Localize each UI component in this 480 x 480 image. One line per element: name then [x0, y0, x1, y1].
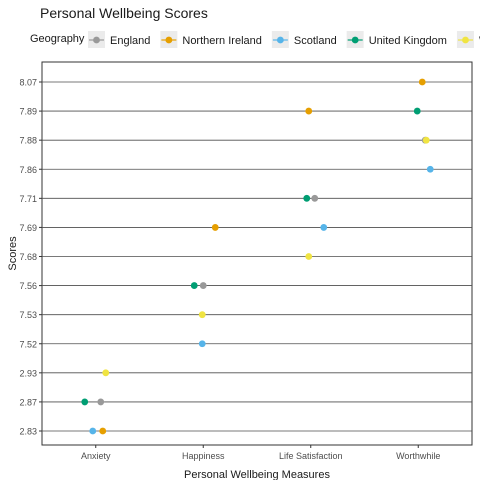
data-point [320, 224, 328, 231]
x-tick-label: Anxiety [81, 451, 111, 461]
legend-key-point [165, 36, 173, 44]
legend-label: Wale [479, 35, 480, 47]
data-point [99, 427, 107, 435]
legend-title: Geography [30, 33, 85, 45]
plot-panel [41, 61, 473, 446]
data-point [305, 253, 313, 260]
y-tick-label: 2.87 [19, 397, 37, 407]
legend-label: Northern Ireland [182, 35, 262, 47]
data-point [418, 78, 426, 86]
data-point [89, 427, 97, 435]
x-tick-label: Happiness [182, 451, 225, 461]
data-point [303, 194, 311, 202]
y-tick-label: 7.86 [19, 165, 37, 175]
data-point [199, 282, 207, 289]
y-tick-label: 7.56 [19, 281, 37, 291]
y-tick-label: 2.83 [19, 427, 37, 437]
data-point [81, 398, 89, 406]
y-tick-label: 7.69 [19, 223, 37, 233]
y-axis-title: Scores [7, 236, 19, 271]
x-tick-label: Worthwhile [396, 451, 440, 461]
y-tick-label: 7.89 [19, 107, 37, 117]
legend-key-point [93, 36, 100, 44]
y-tick-label: 7.71 [19, 194, 37, 204]
y-tick-label: 7.53 [19, 310, 37, 320]
data-point [97, 398, 105, 406]
chart-title: Personal Wellbeing Scores [40, 5, 208, 21]
y-tick-label: 2.93 [19, 368, 37, 378]
data-point [426, 165, 434, 173]
x-axis-title: Personal Wellbeing Measures [184, 469, 330, 480]
legend-label: United Kingdom [369, 35, 447, 47]
data-point [422, 136, 430, 144]
y-tick-label: 7.52 [19, 339, 37, 349]
legend-key-point [351, 36, 359, 44]
data-point [311, 194, 319, 202]
legend-label: England [110, 35, 150, 47]
data-point [211, 224, 219, 231]
legend-label: Scotland [294, 35, 337, 47]
y-tick-label: 7.68 [19, 252, 37, 262]
y-tick-label: 8.07 [19, 78, 37, 88]
legend-key-point [462, 36, 469, 44]
data-point [102, 369, 110, 377]
data-point [305, 107, 313, 115]
data-point [198, 340, 206, 348]
y-tick-label: 7.88 [19, 136, 37, 146]
data-point [413, 107, 421, 115]
legend-key-point [276, 36, 284, 44]
data-point [190, 282, 198, 289]
data-point [198, 311, 206, 319]
x-tick-label: Life Satisfaction [279, 451, 343, 461]
